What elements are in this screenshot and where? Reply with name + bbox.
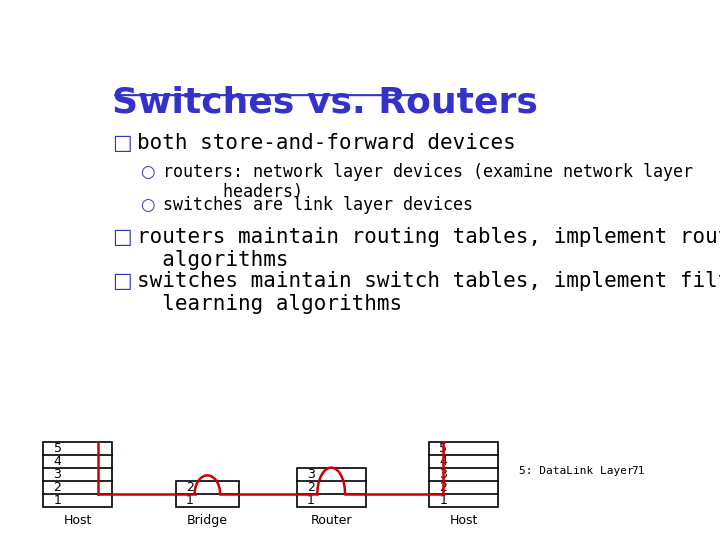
Text: Bridge: Bridge [187,514,228,527]
Text: routers maintain routing tables, implement routing
  algorithms: routers maintain routing tables, impleme… [138,227,720,270]
Bar [297,468,366,507]
Text: Host: Host [449,514,478,527]
Text: both store-and-forward devices: both store-and-forward devices [138,133,516,153]
Text: 5: 5 [53,442,62,455]
Text: 5: 5 [439,442,448,455]
Text: 1: 1 [307,494,315,507]
Text: 4: 4 [53,455,61,468]
Bar [43,442,112,507]
Bar [429,442,498,507]
Text: Host: Host [63,514,92,527]
Text: 3: 3 [307,468,315,481]
Text: 2: 2 [307,481,315,494]
Text: 1: 1 [439,494,447,507]
Text: 5: DataLink Layer: 5: DataLink Layer [519,467,634,476]
Text: Switches vs. Routers: Switches vs. Routers [112,85,538,119]
Text: routers: network layer devices (examine network layer
      headers): routers: network layer devices (examine … [163,163,693,201]
Text: 2: 2 [439,481,447,494]
Text: 3: 3 [53,468,61,481]
Text: □: □ [112,271,132,291]
Text: 3: 3 [439,468,447,481]
Text: 2: 2 [186,481,194,494]
Text: 1: 1 [186,494,194,507]
Bar [176,481,239,507]
Text: 1: 1 [53,494,61,507]
Text: ○: ○ [140,163,155,180]
Text: switches maintain switch tables, implement filtering,
  learning algorithms: switches maintain switch tables, impleme… [138,271,720,314]
Text: □: □ [112,133,132,153]
Text: 71: 71 [631,467,645,476]
Text: ○: ○ [140,196,155,214]
Text: 4: 4 [439,455,447,468]
Text: 2: 2 [53,481,61,494]
Text: □: □ [112,227,132,247]
Text: Router: Router [310,514,352,527]
Text: switches are link layer devices: switches are link layer devices [163,196,472,214]
